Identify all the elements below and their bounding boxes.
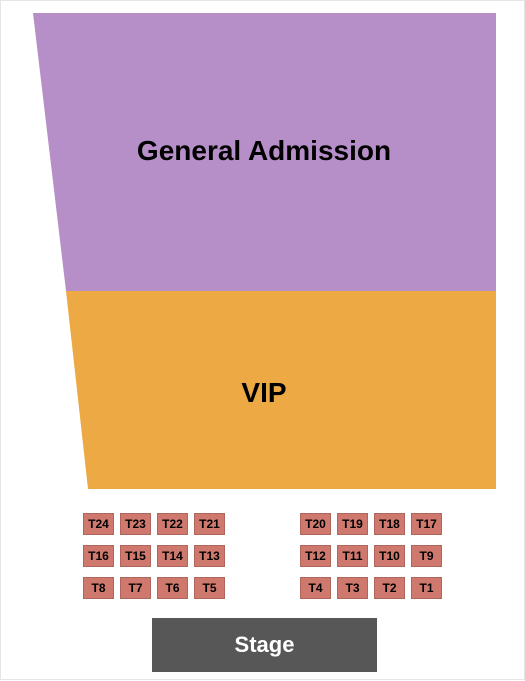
table-t13[interactable]: T13 (194, 545, 225, 567)
table-t4[interactable]: T4 (300, 577, 331, 599)
table-t9[interactable]: T9 (411, 545, 442, 567)
table-row-2-right: T4 T3 T2 T1 (300, 577, 442, 599)
table-t18[interactable]: T18 (374, 513, 405, 535)
table-t6[interactable]: T6 (157, 577, 188, 599)
table-t21[interactable]: T21 (194, 513, 225, 535)
table-t5[interactable]: T5 (194, 577, 225, 599)
table-t14[interactable]: T14 (157, 545, 188, 567)
table-row-2-left: T8 T7 T6 T5 (83, 577, 225, 599)
stage-label: Stage (235, 632, 295, 658)
table-t7[interactable]: T7 (120, 577, 151, 599)
table-t1[interactable]: T1 (411, 577, 442, 599)
table-t24[interactable]: T24 (83, 513, 114, 535)
table-t8[interactable]: T8 (83, 577, 114, 599)
table-t2[interactable]: T2 (374, 577, 405, 599)
table-t11[interactable]: T11 (337, 545, 368, 567)
table-t19[interactable]: T19 (337, 513, 368, 535)
table-t20[interactable]: T20 (300, 513, 331, 535)
table-row-0-right: T20 T19 T18 T17 (300, 513, 442, 535)
table-row-1-right: T12 T11 T10 T9 (300, 545, 442, 567)
table-t3[interactable]: T3 (337, 577, 368, 599)
table-t17[interactable]: T17 (411, 513, 442, 535)
table-t10[interactable]: T10 (374, 545, 405, 567)
table-t12[interactable]: T12 (300, 545, 331, 567)
stage: Stage (152, 618, 377, 672)
table-t16[interactable]: T16 (83, 545, 114, 567)
seating-chart: General AdmissionVIPT24T23T22T21T20T19T1… (0, 0, 525, 680)
table-t23[interactable]: T23 (120, 513, 151, 535)
table-t22[interactable]: T22 (157, 513, 188, 535)
table-row-0-left: T24 T23 T22 T21 (83, 513, 225, 535)
table-row-1-left: T16 T15 T14 T13 (83, 545, 225, 567)
table-t15[interactable]: T15 (120, 545, 151, 567)
